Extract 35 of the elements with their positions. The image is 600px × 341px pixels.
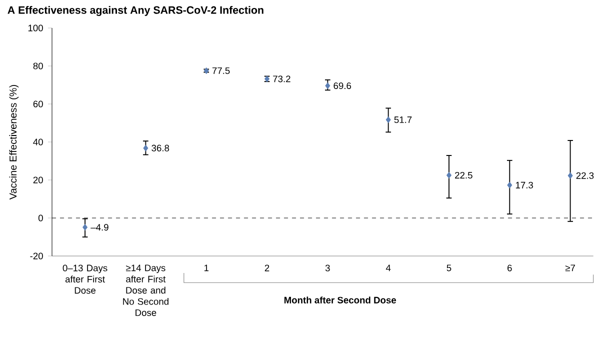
y-axis-title: Vaccine Effectiveness (%) xyxy=(9,85,19,200)
point xyxy=(143,144,148,152)
y-tick-label: 20 xyxy=(33,176,43,184)
data-label: 77.5 xyxy=(212,67,230,74)
point xyxy=(325,82,330,89)
data-label: 22.5 xyxy=(455,172,472,179)
data-label: 36.8 xyxy=(152,144,170,152)
point xyxy=(507,182,512,188)
y-tick-label: 40 xyxy=(33,138,43,146)
point xyxy=(446,172,452,178)
chart-title: A Effectiveness against Any SARS-CoV-2 Infection xyxy=(8,6,264,16)
x-tick-label: 5 xyxy=(446,264,452,272)
x-tick-label: 6 xyxy=(508,264,512,272)
x-tick-label: 1 xyxy=(204,264,208,272)
y-tick-label: -20 xyxy=(30,252,43,260)
point xyxy=(386,116,391,123)
x-tick-label: 4 xyxy=(386,264,391,272)
point xyxy=(82,224,88,230)
data-label: 51.7 xyxy=(394,116,412,124)
y-tick-label: 100 xyxy=(28,24,43,32)
x-tick-label: 0–13 Days after First Dose xyxy=(62,264,108,294)
y-tick-label: 60 xyxy=(33,100,43,108)
data-label: 73.2 xyxy=(273,76,290,82)
y-tick-label: 0 xyxy=(38,214,43,222)
text: Month after Second Dose xyxy=(284,296,396,304)
data-label: –4.9 xyxy=(90,224,108,231)
data-label: 69.6 xyxy=(334,82,352,90)
y-tick-label: 80 xyxy=(33,62,43,70)
x-tick-label: 2 xyxy=(264,264,270,272)
point xyxy=(568,172,573,179)
data-label: 17.3 xyxy=(516,182,533,188)
x-tick-label: 3 xyxy=(325,264,330,272)
x-tick-label: ≥14 Days after First Dose and No Second Dose xyxy=(123,264,168,316)
data-label: 22.3 xyxy=(576,172,594,179)
x-tick-label: ≥7 xyxy=(565,264,575,272)
